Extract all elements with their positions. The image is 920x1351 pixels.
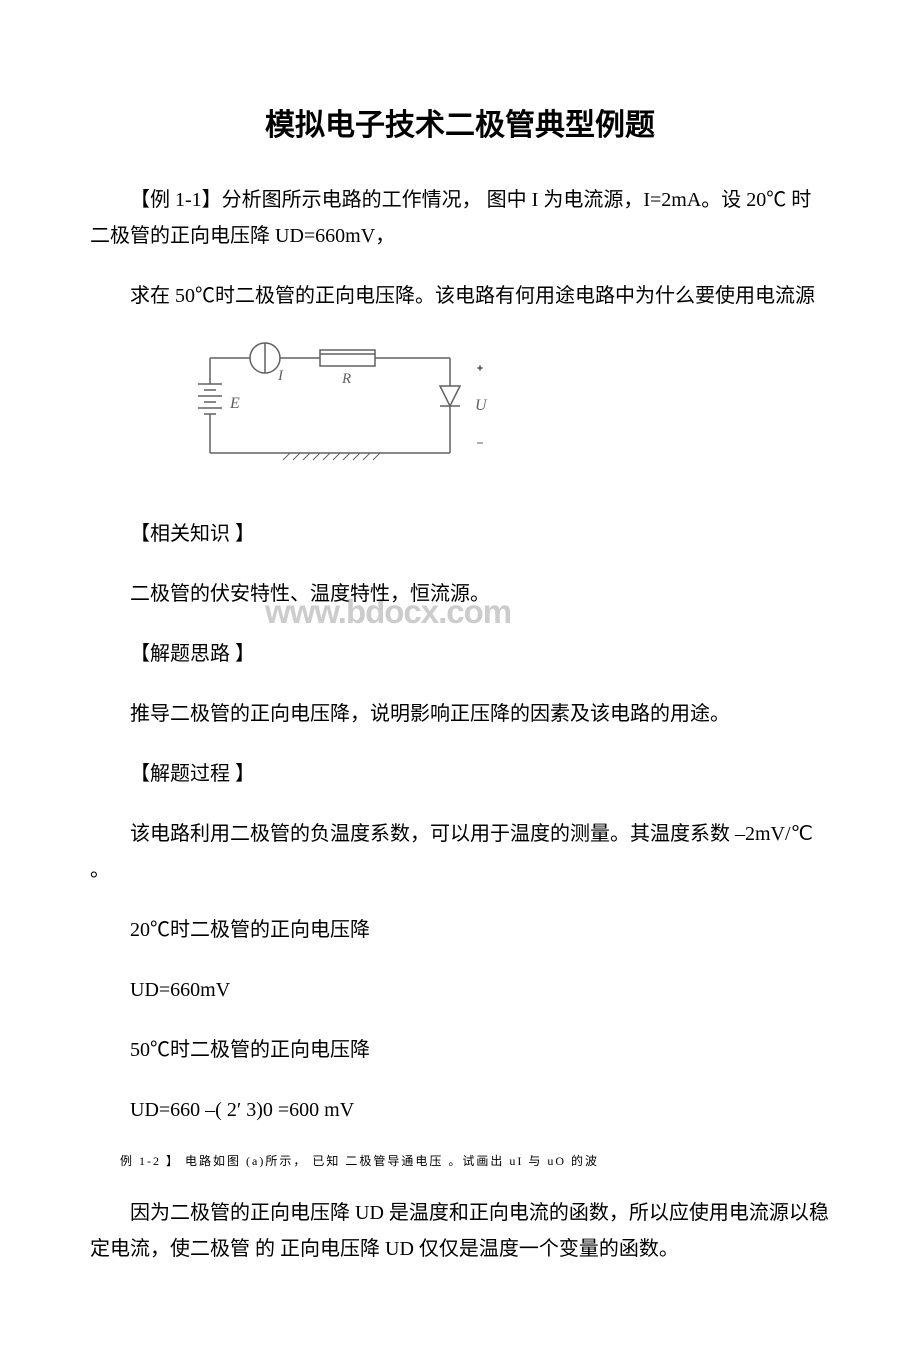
circuit-label-r: R	[341, 371, 351, 387]
paragraph-13: 例 1-2 】 电路如图 (a)所示， 已知 二极管导通电压 。试画出 uI 与…	[90, 1152, 830, 1171]
paragraph-9: 20℃时二极管的正向电压降	[90, 912, 830, 948]
circuit-svg: E I R U	[180, 338, 510, 478]
paragraph-2: 求在 50℃时二极管的正向电压降。该电路有何用途电路中为什么要使用电流源	[90, 278, 830, 314]
paragraph-3: 【相关知识 】	[90, 516, 830, 552]
paragraph-5: 【解题思路 】	[90, 636, 830, 672]
paragraph-6: 推导二极管的正向电压降，说明影响正压降的因素及该电路的用途。	[90, 696, 830, 732]
circuit-label-u: U	[475, 397, 488, 414]
paragraph-12: UD=660 –( 2′ 3)0 =600 mV	[90, 1092, 830, 1128]
paragraph-8: 该电路利用二极管的负温度系数，可以用于温度的测量。其温度系数 –2mV/℃ 。	[90, 816, 830, 888]
page-title: 模拟电子技术二极管典型例题	[90, 100, 830, 144]
circuit-figure: E I R U	[180, 338, 510, 478]
paragraph-14: 因为二极管的正向电压降 UD 是温度和正向电流的函数，所以应使用电流源以稳定电流…	[90, 1195, 830, 1267]
circuit-label-e: E	[229, 395, 240, 412]
paragraph-11: 50℃时二极管的正向电压降	[90, 1032, 830, 1068]
paragraph-1: 【例 1-1】分析图所示电路的工作情况， 图中 I 为电流源，I=2mA。设 2…	[90, 182, 830, 254]
paragraph-4: 二极管的伏安特性、温度特性，恒流源。	[90, 576, 830, 612]
circuit-label-i: I	[277, 368, 284, 384]
document-content: 模拟电子技术二极管典型例题 【例 1-1】分析图所示电路的工作情况， 图中 I …	[90, 100, 830, 1267]
paragraph-10: UD=660mV	[90, 972, 830, 1008]
paragraph-7: 【解题过程 】	[90, 756, 830, 792]
